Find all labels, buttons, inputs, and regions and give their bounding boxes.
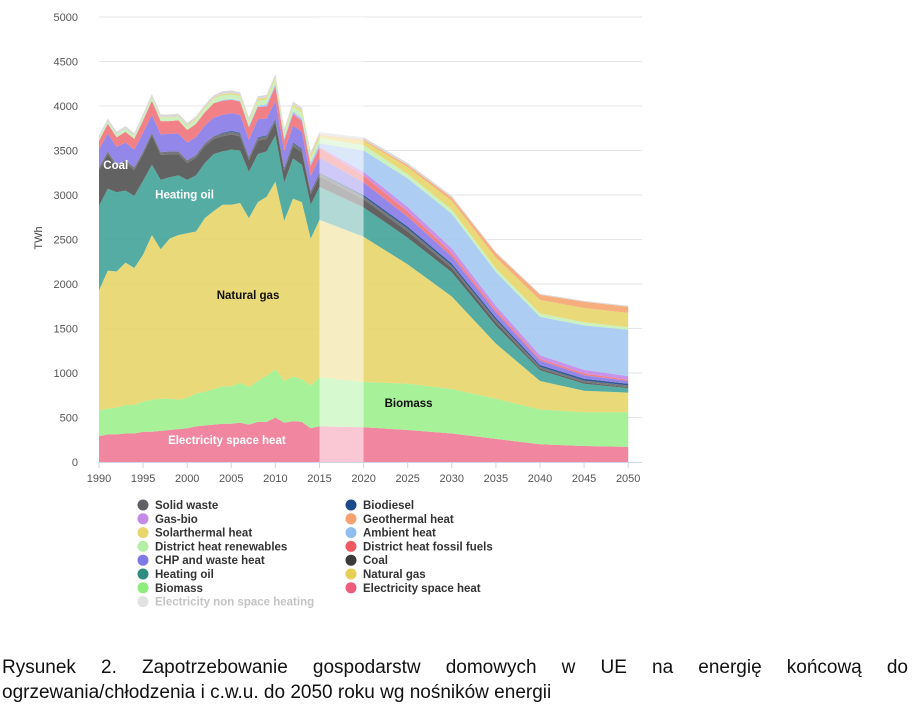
area-biodiesel bbox=[99, 118, 629, 386]
legend-swatch bbox=[137, 554, 149, 566]
legend-swatch bbox=[137, 582, 149, 594]
x-tick-label: 2040 bbox=[528, 473, 552, 485]
legend-item[interactable]: Gas-bio bbox=[155, 514, 198, 526]
x-tick-label: 2005 bbox=[219, 473, 243, 485]
x-tick-label: 2010 bbox=[263, 473, 287, 485]
legend-item[interactable]: District heat fossil fuels bbox=[363, 541, 493, 553]
legend-swatch bbox=[345, 554, 357, 566]
x-tick-label: 1990 bbox=[87, 473, 111, 485]
legend-swatch bbox=[345, 540, 357, 552]
area-natural-gas bbox=[99, 181, 629, 413]
area-solid-waste bbox=[99, 119, 629, 388]
x-tick-label: 2025 bbox=[395, 473, 419, 485]
legend-swatch bbox=[137, 568, 149, 580]
y-tick-label: 2500 bbox=[54, 235, 78, 247]
area-annotations: Coal Heating oil Natural gas Biomass Electri… bbox=[103, 160, 432, 447]
legend-swatch bbox=[137, 499, 149, 511]
x-tick-label: 2030 bbox=[440, 473, 464, 485]
legend-item[interactable]: CHP and waste heat bbox=[155, 555, 265, 567]
legend-item[interactable]: Heating oil bbox=[155, 569, 214, 581]
area-series bbox=[99, 74, 629, 462]
area-geothermal-heat bbox=[99, 76, 629, 313]
y-tick-label: 500 bbox=[60, 413, 78, 425]
projection-highlight-band bbox=[319, 17, 364, 462]
y-tick-label: 3000 bbox=[54, 190, 78, 202]
legend-item[interactable]: Natural gas bbox=[363, 569, 426, 581]
y-tick-label: 2000 bbox=[54, 279, 78, 291]
x-tick-label: 1995 bbox=[131, 473, 155, 485]
y-tick-label: 5000 bbox=[54, 12, 78, 24]
legend-item[interactable]: Solarthermal heat bbox=[155, 528, 252, 540]
legend-swatch bbox=[345, 499, 357, 511]
legend-item[interactable]: Ambient heat bbox=[363, 528, 436, 540]
annotation-label: Biomass bbox=[385, 398, 433, 410]
area-gas-bio bbox=[99, 85, 629, 380]
legend-item[interactable]: Coal bbox=[363, 555, 388, 567]
stacked-area-chart: 0 500 1000 1500 2000 2500 3000 3500 4000 4500 5000… bbox=[33, 12, 642, 609]
legend-item[interactable]: Electricity space heat bbox=[363, 583, 481, 595]
y-tick-label: 1500 bbox=[54, 324, 78, 336]
x-tick-label: 2035 bbox=[484, 473, 508, 485]
x-tick-label: 2050 bbox=[616, 473, 640, 485]
legend-swatch bbox=[345, 513, 357, 525]
legend-item[interactable]: Geothermal heat bbox=[363, 514, 454, 526]
x-tick-label: 2000 bbox=[175, 473, 199, 485]
legend-item[interactable]: Biomass bbox=[155, 583, 203, 595]
area-heating-oil bbox=[99, 135, 629, 393]
annotation-label: Coal bbox=[103, 160, 128, 172]
y-tick-label: 1000 bbox=[54, 368, 78, 380]
figure-caption: Rysunek 2. Zapotrzebowanie gospodarstw d… bbox=[2, 657, 908, 703]
legend-swatch bbox=[137, 596, 149, 608]
x-tick-label: 2045 bbox=[572, 473, 596, 485]
area-coal bbox=[99, 122, 629, 389]
legend-swatch bbox=[345, 527, 357, 539]
area-ambient-heat bbox=[99, 83, 629, 377]
legend-item[interactable]: Biodiesel bbox=[363, 500, 414, 512]
legend-swatch bbox=[345, 582, 357, 594]
legend-swatch bbox=[137, 540, 149, 552]
x-tick-label: 2020 bbox=[351, 473, 375, 485]
area-solarthermal-heat bbox=[99, 76, 629, 328]
x-tick-label: 2015 bbox=[307, 473, 331, 485]
y-tick-label: 4500 bbox=[54, 57, 78, 69]
annotation-label: Electricity space heat bbox=[168, 435, 286, 447]
annotation-label: Heating oil bbox=[155, 190, 214, 202]
legend-item[interactable]: Electricity non space heating bbox=[155, 597, 314, 609]
y-tick-label: 3500 bbox=[54, 146, 78, 158]
y-axis-ticks: 0 500 1000 1500 2000 2500 3000 3500 4000 4500 5000 bbox=[54, 12, 78, 469]
legend-item[interactable]: Solid waste bbox=[155, 500, 218, 512]
x-axis-ticks: 1990 1995 2000 2005 2010 2015 2020 2025 2030 2035… bbox=[87, 462, 640, 485]
legend-swatch bbox=[137, 527, 149, 539]
area-chp-and-waste-heat bbox=[99, 100, 629, 384]
y-axis-label: TWh bbox=[33, 226, 45, 249]
y-tick-label: 0 bbox=[72, 457, 78, 469]
legend-item[interactable]: District heat renewables bbox=[155, 541, 287, 553]
area-electricity-space-heat bbox=[99, 417, 629, 462]
annotation-label: Natural gas bbox=[217, 290, 280, 302]
legend-swatch bbox=[137, 513, 149, 525]
legend-swatch bbox=[345, 568, 357, 580]
area-biomass bbox=[99, 369, 629, 447]
y-tick-label: 4000 bbox=[54, 101, 78, 113]
